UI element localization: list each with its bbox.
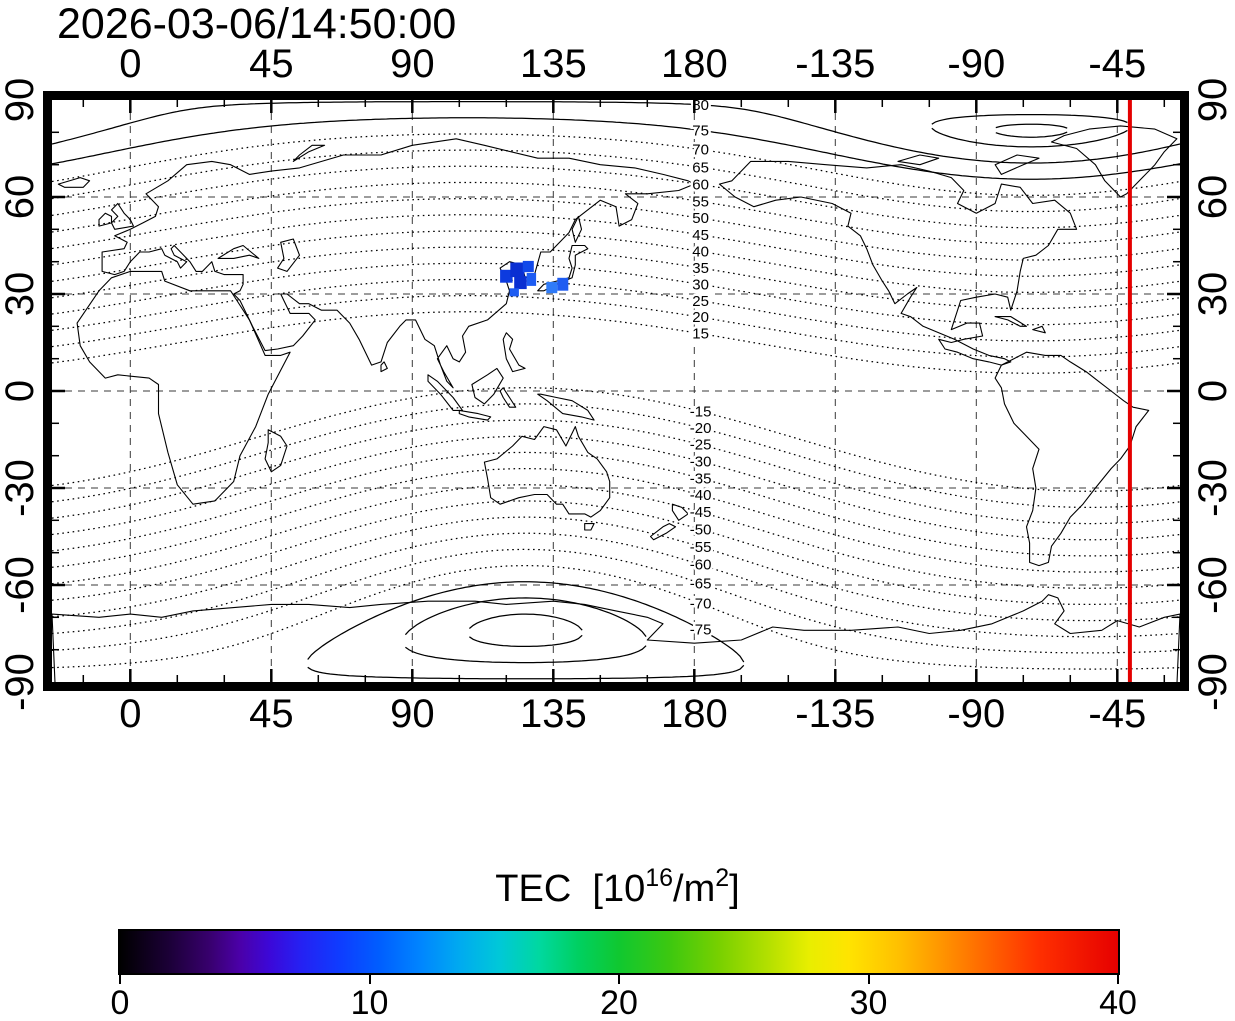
contour-label: -55 [690,539,712,556]
colorbar-tick-label-0: 0 [110,984,130,1021]
lon-tick-label-bottom-135: 135 [519,692,587,736]
contour-label: -45 [690,504,712,521]
contour-label: 40 [692,243,709,260]
axis-ticks [52,100,1180,682]
lon-tick-label-top--45: -45 [1088,42,1147,86]
tec-cell [557,277,569,291]
tec-cell [509,288,519,297]
lon-tick-label-top-45: 45 [249,42,294,86]
lat-tick-label-right-60: 60 [1191,174,1235,220]
colorbar-tick-10 [368,975,371,984]
tec-cell [522,260,534,273]
tec-cell [546,281,558,294]
contour-label: 20 [692,309,709,326]
lon-tick-label-bottom--90: -90 [947,692,1006,736]
tec-cell [526,273,537,286]
colorbar-tick-40 [1117,975,1119,984]
contour-label: 35 [692,260,709,277]
lat-tick-label-right--60: -60 [1191,556,1235,614]
colorbar-tick-label-10: 10 [350,984,389,1021]
contour-label: -60 [690,557,712,574]
contour-label: -65 [690,575,712,592]
lat-tick-label-left-0: 0 [0,379,42,403]
lat-tick-label-right-90: 90 [1191,77,1235,123]
lon-tick-label-bottom-180: 180 [660,692,728,736]
lon-tick-label-top-135: 135 [519,42,587,86]
lat-tick-label-left--90: -90 [0,653,42,711]
contour-label: 65 [692,159,709,176]
timestamp: 2026-03-06/14:50:00 [57,0,457,48]
colorbar-title-sup2: 2 [715,864,730,892]
lat-tick-label-left--30: -30 [0,459,42,517]
lat-tick-label-left-60: 60 [0,174,42,220]
lon-tick-label-top--135: -135 [795,42,876,86]
contour-label: -30 [690,454,712,471]
colorbar-tick-20 [618,975,620,984]
colorbar-tick-30 [867,975,870,984]
contour-label: 55 [692,194,709,211]
contour-label: -50 [690,521,712,538]
contour-label: 50 [692,210,709,227]
lon-tick-label-bottom--45: -45 [1088,692,1147,736]
lon-tick-label-bottom-45: 45 [249,692,294,736]
colorbar-tick-label-20: 20 [600,984,638,1021]
colorbar-tick-label-30: 30 [849,984,888,1021]
contour-label: -20 [690,420,712,437]
contour-label: 45 [692,227,709,244]
tec-cell [500,269,513,283]
lat-tick-label-right-30: 30 [1191,271,1235,317]
plot-frame [43,91,1189,691]
tec-cell [510,262,525,278]
magnetic-latitude-contours [52,100,1180,680]
contour-label: 60 [692,177,709,194]
colorbar-title: TEC [1016/m2] [0,864,1235,911]
contour-label: -75 [690,621,712,638]
colorbar-title-mid: /m [673,868,716,910]
lon-tick-label-top-90: 90 [390,42,435,86]
colorbar-gradient [118,929,1120,975]
lat-tick-label-right--30: -30 [1191,459,1235,517]
contour-label: 70 [692,142,709,159]
lat-tick-label-right-0: 0 [1191,379,1235,403]
lon-tick-label-top-0: 0 [119,42,142,86]
contour-label: 75 [692,122,709,139]
contour-label: -35 [690,470,712,487]
lat-tick-label-left-90: 90 [0,77,42,123]
contour-label: -15 [690,403,712,420]
lat-tick-label-left-30: 30 [0,271,42,317]
lon-tick-label-top-180: 180 [660,42,728,86]
colorbar-title-pre: TEC [10 [495,868,646,910]
colorbar-title-post: ] [729,868,740,910]
contour-label: 30 [692,276,709,293]
colorbar-tick-0 [119,975,121,984]
lon-tick-label-bottom-90: 90 [390,692,435,736]
lon-tick-label-top--90: -90 [947,42,1006,86]
tec-cells [500,260,569,297]
contour-labels: 8075706560555045403530252015-15-20-25-30… [687,100,714,641]
tec-cell [514,276,527,290]
colorbar-title-sup1: 16 [645,864,674,892]
colorbar-tick-label-40: 40 [1099,984,1137,1021]
graticule-gridlines [52,100,1180,682]
lon-tick-label-bottom-0: 0 [119,692,142,736]
contour-label: -40 [690,487,712,504]
contour-label: -25 [690,437,712,454]
map-content: 8075706560555045403530252015-15-20-25-30… [52,100,1180,682]
lat-tick-label-left--60: -60 [0,556,42,614]
contour-label: 15 [692,326,709,343]
contour-label: 25 [692,293,709,310]
lon-tick-label-bottom--135: -135 [795,692,876,736]
lat-tick-label-right--90: -90 [1191,653,1235,711]
coastlines [52,125,1180,682]
contour-label: -70 [690,596,712,613]
